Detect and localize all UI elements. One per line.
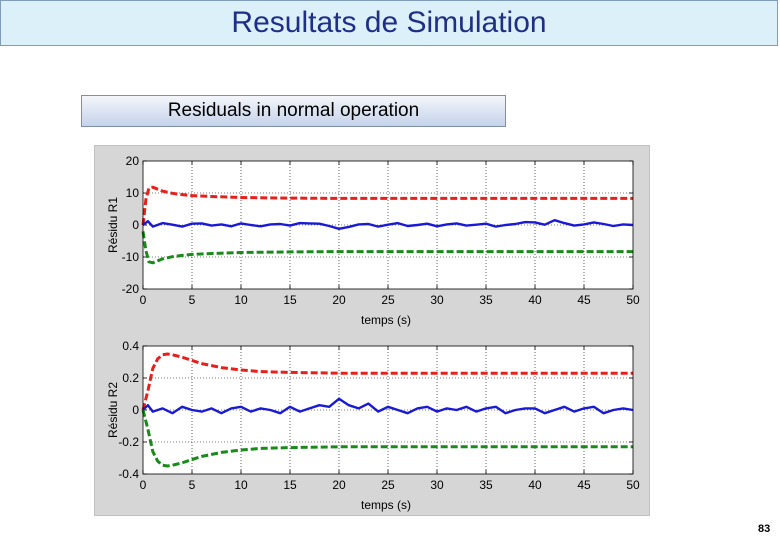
chart2-x-tick-label: 50 [626,478,640,492]
chart2-x-tick-label: 20 [332,478,346,492]
chart1-y-tick-label: -10 [122,250,140,264]
chart2-series-upper [141,352,633,411]
chart2-x-tick-label: 40 [528,478,542,492]
slide-title: Resultats de Simulation [231,6,547,39]
chart2-series-residual [142,397,634,415]
chart1-x-tick-label: 50 [626,293,640,307]
chart1-frame [142,160,634,290]
chart1-y-tick-label: 20 [126,154,140,168]
chart1-x-tick-label: 10 [234,293,248,307]
slide-title-bar: Resultats de Simulation [0,0,778,46]
chart1-x-axis-label: temps (s) [361,313,411,327]
chart2-x-tick-label: 5 [189,478,196,492]
chart2-y-tick-label: -0.2 [118,435,139,449]
chart1-x-tick-label: 15 [283,293,297,307]
chart1-x-tick-label: 25 [381,293,395,307]
subtitle-box: Residuals in normal operation [81,95,506,127]
chart1-series-lower [141,231,633,265]
chart2-x-tick-label: 15 [283,478,297,492]
page-number: 83 [758,523,771,535]
chart2-x-tick-label: 10 [234,478,248,492]
chart1-y-axis-label: Résidu R1 [106,197,120,253]
chart1-x-tick-label: 0 [140,293,147,307]
chart1-y-tick-label: -20 [122,282,140,296]
chart1-x-tick-label: 35 [479,293,493,307]
chart2-y-tick-label: 0 [132,403,139,417]
chart1-x-tick-label: 5 [189,293,196,307]
chart1-y-tick-label: 0 [132,218,139,232]
chart2-frame [142,345,634,475]
chart2-x-tick-label: 45 [577,478,591,492]
chart1-x-tick-label: 45 [577,293,591,307]
chart2-x-tick-label: 35 [479,478,493,492]
chart2-y-tick-label: 0.4 [122,339,139,353]
chart1-y-tick-label: 10 [126,186,140,200]
chart2-y-tick-label: 0.2 [122,371,139,385]
chart2-x-tick-label: 0 [140,478,147,492]
chart1-x-tick-label: 40 [528,293,542,307]
chart2-series-lower [141,409,633,468]
chart2-y-tick-label: -0.4 [118,467,139,481]
chart2-y-axis-label: Résidu R2 [106,382,120,438]
chart1-x-tick-label: 20 [332,293,346,307]
chart2-x-tick-label: 25 [381,478,395,492]
subtitle-text: Residuals in normal operation [167,100,420,121]
chart1-x-tick-label: 30 [430,293,444,307]
chart2-x-axis-label: temps (s) [361,498,411,512]
chart1-series-residual [142,218,634,231]
chart2-x-tick-label: 30 [430,478,444,492]
chart1-series-upper [141,185,633,226]
